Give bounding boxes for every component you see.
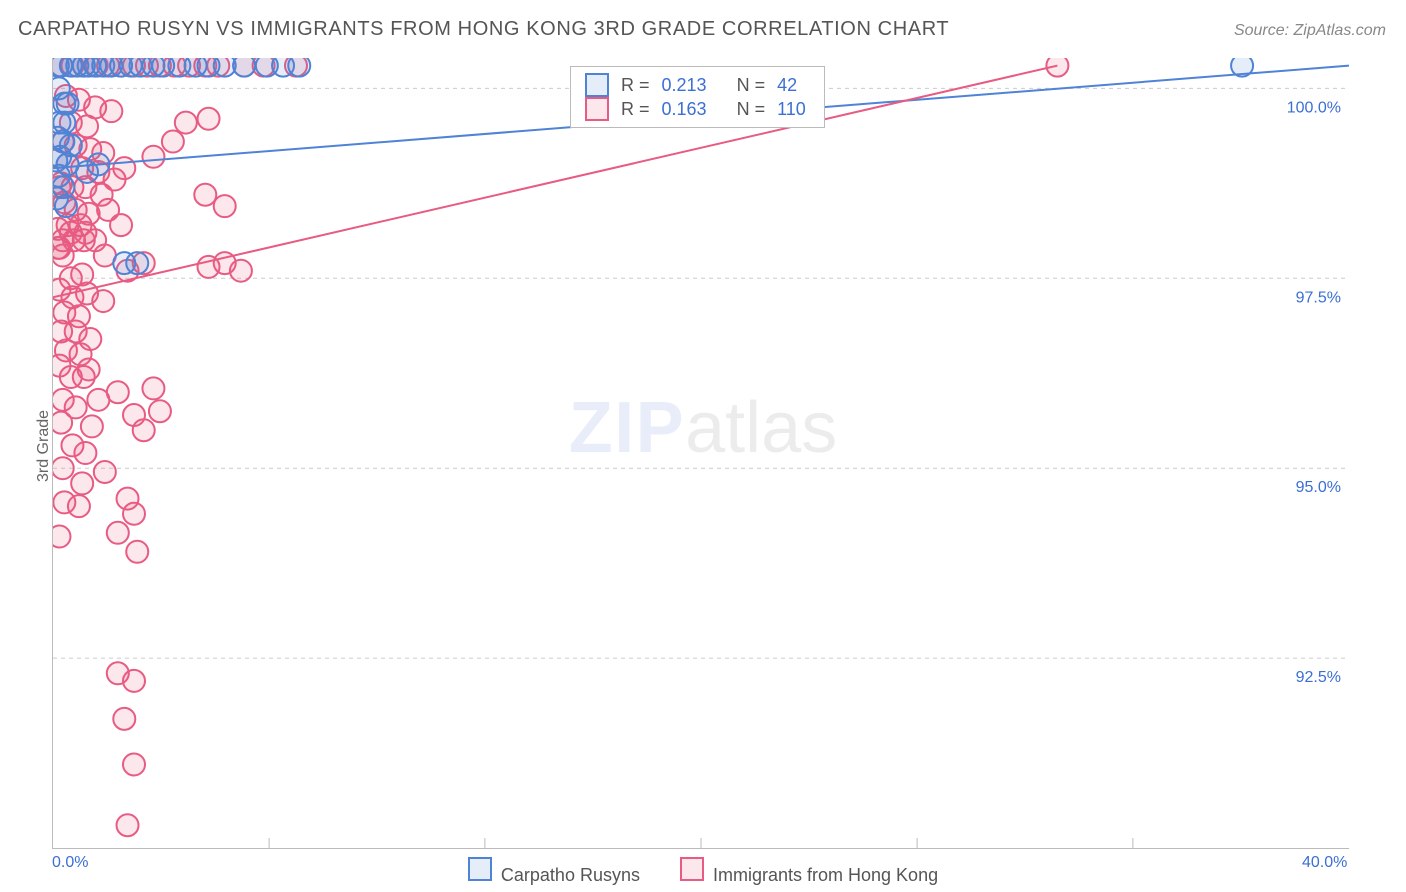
stats-legend: R = 0.213 N = 42 R = 0.163 N = 110: [570, 66, 825, 128]
n-value-a: 42: [777, 75, 797, 96]
r-value-a: 0.213: [662, 75, 707, 96]
chart-container: CARPATHO RUSYN VS IMMIGRANTS FROM HONG K…: [0, 0, 1406, 892]
svg-text:100.0%: 100.0%: [1287, 99, 1341, 116]
source-label: Source: ZipAtlas.com: [1234, 22, 1386, 40]
swatch-b: [585, 97, 609, 121]
svg-text:92.5%: 92.5%: [1296, 669, 1341, 686]
r-value-b: 0.163: [662, 99, 707, 120]
chart-title: CARPATHO RUSYN VS IMMIGRANTS FROM HONG K…: [18, 18, 949, 41]
legend-row-a: R = 0.213 N = 42: [585, 73, 810, 97]
n-value-b: 110: [777, 99, 806, 120]
swatch-a: [585, 73, 609, 97]
legend-row-b: R = 0.163 N = 110: [585, 97, 810, 121]
svg-text:95.0%: 95.0%: [1296, 479, 1341, 496]
svg-text:97.5%: 97.5%: [1296, 289, 1341, 306]
x-tick-labels: 0.0%40.0%: [52, 854, 1348, 876]
plot-area: 92.5% 95.0% 97.5% 100.0%: [52, 58, 1349, 849]
y-axis-label: 3rd Grade: [35, 410, 53, 482]
